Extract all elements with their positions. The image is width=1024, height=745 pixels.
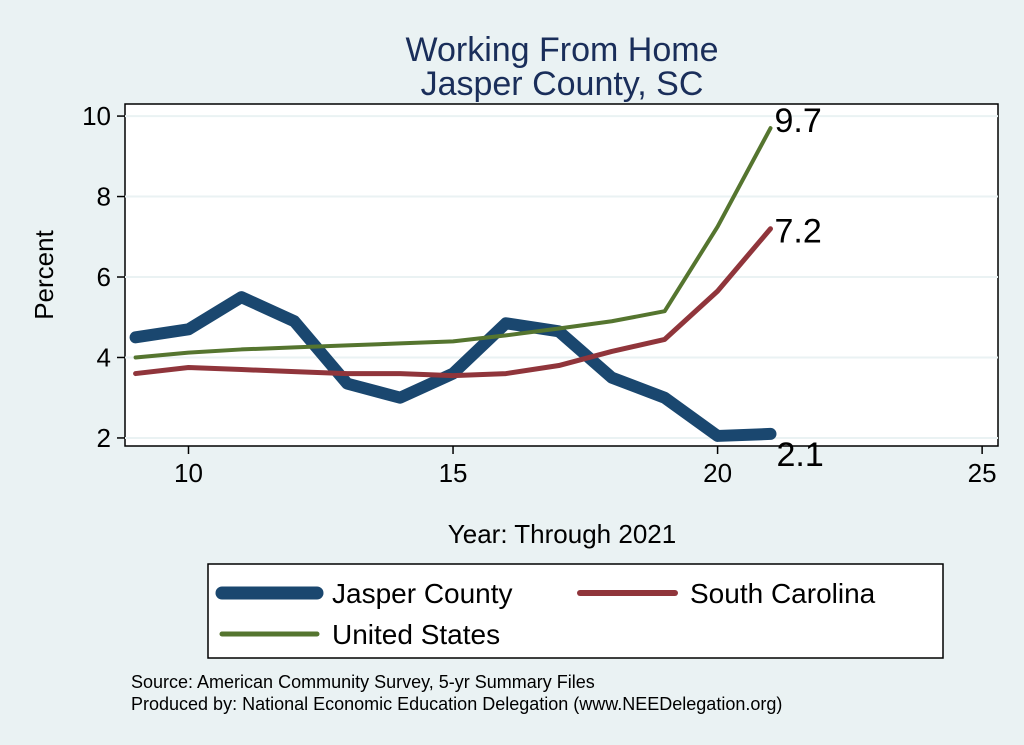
plot-area xyxy=(124,103,999,447)
x-axis-label: Year: Through 2021 xyxy=(448,519,676,549)
y-tick-label-4: 10 xyxy=(82,101,111,131)
y-tick-label-2: 6 xyxy=(97,262,111,292)
grid-lines xyxy=(125,115,998,439)
end-label-1: 7.2 xyxy=(774,213,821,251)
x-tick-label-3: 25 xyxy=(968,458,997,488)
source-note: Source: American Community Survey, 5-yr … xyxy=(131,672,595,692)
legend-label-0: Jasper County xyxy=(332,578,513,609)
series-line-1 xyxy=(133,226,773,379)
legend-box xyxy=(207,563,944,659)
series-line-2 xyxy=(133,126,773,360)
producer-note: Produced by: National Economic Education… xyxy=(131,694,782,714)
y-tick-label-1: 4 xyxy=(97,342,111,372)
x-axis-ticks: 10 15 20 25 xyxy=(174,446,997,488)
end-label-2: 9.7 xyxy=(774,102,821,140)
y-tick-label-0: 2 xyxy=(97,423,111,453)
end-label-0: 2.1 xyxy=(776,436,823,474)
x-tick-label-0: 10 xyxy=(174,458,203,488)
x-tick-label-1: 15 xyxy=(439,458,468,488)
legend-label-1: South Carolina xyxy=(690,578,876,609)
y-axis-ticks: 2 4 6 8 10 xyxy=(82,101,125,453)
series-lines xyxy=(129,126,777,442)
x-tick-label-2: 20 xyxy=(703,458,732,488)
chart-title-line2: Jasper County, SC xyxy=(421,65,704,103)
end-labels: 2.1 7.2 9.7 xyxy=(774,102,823,474)
y-tick-label-3: 8 xyxy=(97,182,111,212)
y-axis-label: Percent xyxy=(29,229,59,319)
legend-label-2: United States xyxy=(332,619,500,650)
chart-title-line1: Working From Home xyxy=(406,31,719,69)
legend: Jasper County South Carolina United States xyxy=(215,578,876,650)
